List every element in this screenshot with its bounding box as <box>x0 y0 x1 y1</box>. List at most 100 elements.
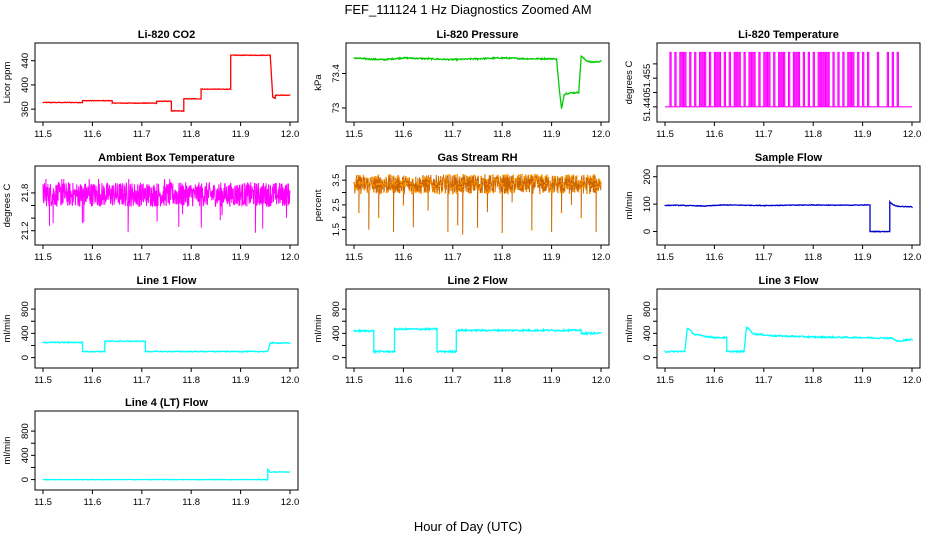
x-tick-label-line1: 11.9 <box>232 375 250 386</box>
series-line-line4 <box>42 467 291 481</box>
plot-frame-line4 <box>34 410 299 491</box>
series-points-rh <box>353 173 602 234</box>
y-axis-label-rh: percent <box>313 189 324 221</box>
x-tick-label-li820temp: 11.7 <box>755 129 773 140</box>
x-tick-label-pressure: 11.8 <box>493 129 511 140</box>
y-tick-label-pressure: 73 <box>331 103 342 114</box>
y-tick-label-rh: 2.5 <box>331 198 342 211</box>
y-tick-label-rh: 1.5 <box>331 223 342 236</box>
plot-frame-pressure <box>345 42 610 123</box>
x-tick-label-rh: 11.8 <box>493 252 511 263</box>
x-tick-label-sample: 12.0 <box>903 252 922 263</box>
x-tick-label-li820temp: 11.8 <box>804 129 822 140</box>
chart-panel-rh: Gas Stream RH percent 11.5 11.6 11.7 11.8 11.9… <box>313 152 610 263</box>
y-tick-label-line3: 800 <box>642 301 653 317</box>
y-tick-label-rh: 3.5 <box>331 174 342 187</box>
x-tick-label-line2: 11.8 <box>493 375 511 386</box>
x-tick-label-rh: 11.9 <box>543 252 561 263</box>
y-tick-label-co2: 440 <box>20 53 31 69</box>
x-tick-label-li820temp: 11.6 <box>706 129 724 140</box>
series-line-line1 <box>42 339 291 354</box>
chart-panel-pressure: Li-820 Pressure kPa 11.5 11.6 11.7 11.8 11.9 12… <box>313 29 610 140</box>
x-tick-label-li820temp: 11.9 <box>854 129 872 140</box>
series-line-line3 <box>664 326 913 354</box>
x-tick-label-li820temp: 11.5 <box>656 129 674 140</box>
y-tick-label-li820temp: 51.455 <box>642 64 653 93</box>
series-group-line4 <box>42 467 291 481</box>
y-tick-label-sample: 100 <box>642 196 653 212</box>
x-tick-label-li820temp: 12.0 <box>903 129 922 140</box>
series-group-co2 <box>42 53 291 113</box>
x-tick-label-co2: 11.8 <box>182 129 200 140</box>
y-tick-label-line3: 400 <box>642 325 653 341</box>
x-tick-label-pressure: 11.9 <box>543 129 561 140</box>
x-tick-label-rh: 11.5 <box>345 252 363 263</box>
x-tick-label-ambient: 11.5 <box>34 252 52 263</box>
x-tick-label-line4: 11.7 <box>133 497 151 508</box>
y-tick-label-line2: 800 <box>331 301 342 317</box>
series-line-co2 <box>42 53 291 113</box>
x-tick-label-rh: 12.0 <box>592 252 611 263</box>
x-tick-label-line1: 11.6 <box>84 375 102 386</box>
x-tick-label-line3: 11.5 <box>656 375 674 386</box>
x-tick-label-rh: 11.7 <box>444 252 462 263</box>
x-tick-label-co2: 11.5 <box>34 129 52 140</box>
x-tick-label-line2: 12.0 <box>592 375 611 386</box>
series-group-line3 <box>664 326 913 354</box>
y-tick-label-line2: 0 <box>331 355 342 360</box>
x-tick-label-line3: 11.9 <box>854 375 872 386</box>
x-tick-label-line1: 11.8 <box>182 375 200 386</box>
chart-panels: Li-820 CO2 Licor ppm 11.5 11.6 11.7 11.8 11.9 1… <box>2 29 921 508</box>
series-group-line2 <box>353 326 602 354</box>
chart-title-sample: Sample Flow <box>755 152 823 164</box>
chart-panel-line4: Line 4 (LT) Flow ml/min 11.5 11.6 11.7 11.8 11… <box>2 397 299 508</box>
series-line-li820temp <box>665 51 912 108</box>
x-tick-label-line4: 12.0 <box>281 497 300 508</box>
x-tick-label-co2: 12.0 <box>281 129 300 140</box>
y-axis-label-pressure: kPa <box>313 74 324 91</box>
x-tick-label-sample: 11.9 <box>854 252 872 263</box>
x-tick-label-sample: 11.5 <box>656 252 674 263</box>
x-tick-label-line4: 11.6 <box>84 497 102 508</box>
chart-title-line1: Line 1 Flow <box>137 275 197 287</box>
x-tick-label-co2: 11.7 <box>133 129 151 140</box>
chart-panel-line2: Line 2 Flow ml/min 11.5 11.6 11.7 11.8 11.9 12.… <box>313 275 610 386</box>
x-tick-label-line4: 11.5 <box>34 497 52 508</box>
plot-frame-li820temp <box>656 42 921 123</box>
series-group-sample <box>664 199 913 233</box>
series-group-ambient <box>42 178 291 233</box>
chart-title-co2: Li-820 CO2 <box>138 29 195 41</box>
y-tick-label-sample: 200 <box>642 169 653 185</box>
x-tick-label-line4: 11.8 <box>182 497 200 508</box>
chart-title-pressure: Li-820 Pressure <box>437 29 519 41</box>
x-tick-label-line2: 11.6 <box>395 375 413 386</box>
y-tick-label-sample: 0 <box>642 229 653 234</box>
chart-panel-li820temp: Li-820 Temperature degrees C 11.5 11.6 11.7 1… <box>624 29 921 140</box>
plot-frame-line2 <box>345 288 610 369</box>
x-tick-label-rh: 11.6 <box>395 252 413 263</box>
x-tick-label-pressure: 11.7 <box>444 129 462 140</box>
x-tick-label-line3: 12.0 <box>903 375 922 386</box>
y-tick-label-line1: 400 <box>20 325 31 341</box>
x-tick-label-line3: 11.6 <box>706 375 724 386</box>
x-tick-label-line1: 11.5 <box>34 375 52 386</box>
x-tick-label-sample: 11.8 <box>804 252 822 263</box>
chart-title-line3: Line 3 Flow <box>759 275 819 287</box>
y-tick-label-li820temp: 51.440 <box>642 92 653 121</box>
plot-frame-co2 <box>34 42 299 123</box>
x-tick-label-pressure: 12.0 <box>592 129 611 140</box>
series-group-li820temp <box>665 51 912 108</box>
y-tick-label-ambient: 21.8 <box>20 184 31 203</box>
x-tick-label-ambient: 11.9 <box>232 252 250 263</box>
x-tick-label-ambient: 11.7 <box>133 252 151 263</box>
chart-panel-line3: Line 3 Flow ml/min 11.5 11.6 11.7 11.8 11.9 12.… <box>624 275 921 386</box>
chart-panel-ambient: Ambient Box Temperature degrees C 11.5 11.6… <box>2 152 299 263</box>
chart-title-line4: Line 4 (LT) Flow <box>125 397 208 409</box>
x-tick-label-ambient: 12.0 <box>281 252 300 263</box>
y-tick-label-line1: 0 <box>20 355 31 360</box>
y-axis-label-line3: ml/min <box>624 315 635 343</box>
series-group-line1 <box>42 339 291 354</box>
x-tick-label-sample: 11.6 <box>706 252 724 263</box>
plot-frame-sample <box>656 165 921 246</box>
x-tick-label-line1: 12.0 <box>281 375 300 386</box>
